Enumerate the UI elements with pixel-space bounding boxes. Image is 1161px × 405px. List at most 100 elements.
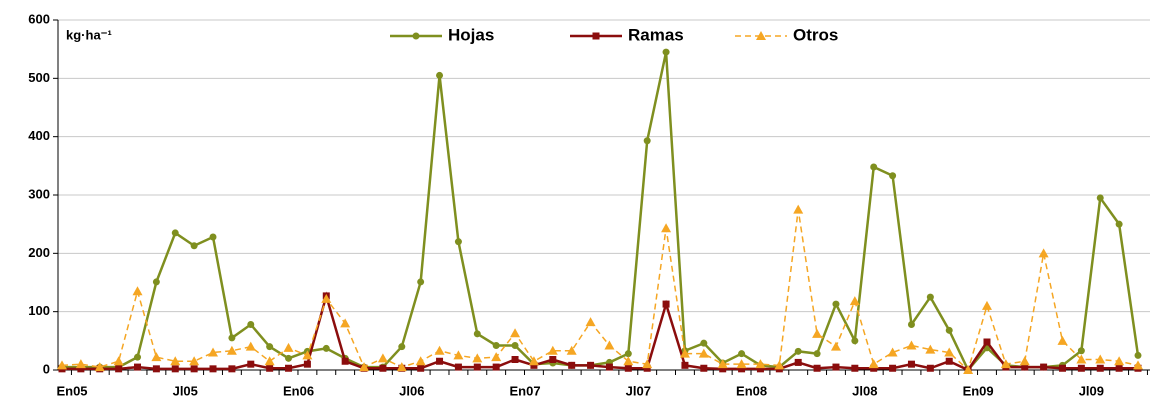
point — [643, 137, 651, 145]
x-tick-label: Jl07 — [626, 383, 651, 398]
legend-marker — [756, 31, 766, 40]
point — [285, 364, 293, 372]
x-tick-label: En06 — [283, 383, 314, 398]
point — [793, 204, 804, 214]
x-tick-label: En07 — [510, 383, 541, 398]
y-tick-label: 200 — [28, 245, 50, 260]
point — [717, 359, 728, 369]
point — [528, 356, 539, 366]
point — [247, 360, 255, 368]
point — [1096, 194, 1104, 202]
point — [1077, 347, 1085, 355]
point — [453, 350, 464, 360]
point — [417, 278, 425, 286]
point — [510, 328, 521, 338]
point — [473, 330, 481, 338]
point — [436, 357, 444, 365]
point — [868, 359, 879, 369]
point — [755, 359, 766, 369]
point — [511, 342, 519, 349]
point — [436, 71, 444, 79]
point — [812, 328, 823, 338]
point — [700, 364, 708, 372]
point — [963, 365, 974, 374]
point — [340, 318, 351, 328]
point — [889, 172, 897, 180]
point — [1000, 359, 1011, 369]
point — [1057, 335, 1068, 345]
point — [511, 356, 519, 363]
line-hojas — [62, 51, 1140, 373]
point — [925, 344, 936, 354]
point — [851, 364, 859, 372]
point — [605, 363, 613, 371]
legend-label: Otros — [793, 25, 838, 44]
point — [830, 341, 841, 351]
point — [887, 347, 898, 357]
point — [944, 347, 955, 357]
point — [434, 345, 445, 355]
point — [1115, 220, 1123, 228]
x-tick-label: Jl09 — [1079, 383, 1104, 398]
point — [266, 364, 274, 372]
point — [870, 163, 878, 171]
point — [624, 364, 632, 372]
point — [547, 345, 558, 355]
point — [228, 365, 236, 373]
point — [134, 363, 142, 371]
point — [661, 223, 672, 233]
point — [359, 362, 370, 372]
point — [983, 338, 991, 346]
x-tick-label: En05 — [56, 383, 87, 398]
point — [417, 364, 425, 372]
point — [945, 357, 953, 365]
y-tick-label: 0 — [43, 361, 50, 376]
legend-marker — [592, 32, 600, 40]
legend-marker — [412, 32, 420, 40]
point — [681, 361, 689, 369]
point — [642, 359, 653, 369]
point — [849, 296, 860, 306]
point — [774, 360, 785, 370]
y-tick-label: 400 — [28, 128, 50, 143]
point — [643, 364, 651, 372]
point — [152, 365, 160, 373]
point — [1096, 364, 1104, 372]
point — [245, 341, 256, 351]
point — [77, 365, 85, 373]
legend-label: Ramas — [628, 25, 684, 44]
point — [208, 347, 219, 357]
point — [454, 238, 462, 246]
point — [1038, 248, 1049, 258]
point — [151, 352, 162, 362]
point — [171, 365, 179, 373]
point — [170, 356, 181, 366]
point — [889, 364, 897, 372]
point — [981, 300, 992, 310]
point — [794, 347, 802, 355]
point — [264, 356, 275, 366]
point — [813, 350, 821, 358]
point — [321, 293, 332, 303]
y-tick-label: 300 — [28, 186, 50, 201]
point — [832, 363, 840, 371]
point — [379, 364, 387, 372]
point — [906, 340, 917, 350]
point — [473, 363, 481, 371]
point — [132, 286, 143, 296]
point — [152, 278, 160, 286]
point — [190, 365, 198, 373]
point — [472, 353, 483, 363]
point — [285, 354, 293, 362]
line-otros — [61, 209, 1139, 372]
point — [303, 360, 311, 368]
point — [662, 300, 670, 308]
point — [115, 365, 123, 373]
point — [604, 340, 615, 350]
point — [396, 362, 407, 372]
point — [171, 229, 179, 237]
point — [209, 233, 217, 241]
x-tick-label: Jl08 — [852, 383, 877, 398]
point — [113, 356, 124, 366]
